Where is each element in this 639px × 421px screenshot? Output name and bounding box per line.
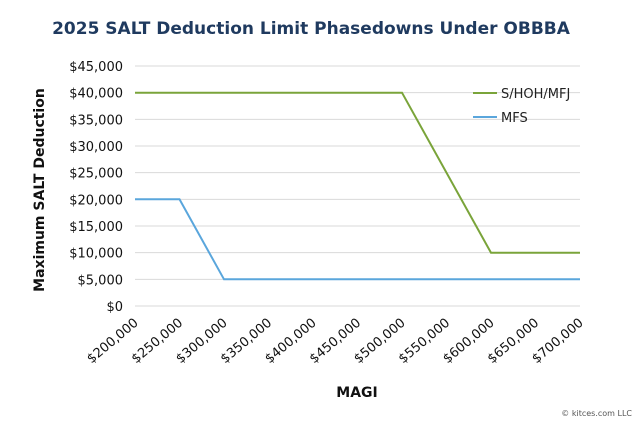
y-tick-label: $5,000 — [78, 273, 124, 288]
y-tick-label: $25,000 — [69, 167, 123, 182]
legend-label: MFS — [501, 111, 528, 126]
series-lines — [135, 91, 580, 281]
y-tick-label: $0 — [106, 300, 123, 315]
y-axis-ticks: $0 $5,000 $10,000 $15,000 $20,000 $25,000 $30,… — [69, 60, 123, 315]
y-tick-label: $45,000 — [69, 60, 123, 75]
y-axis-label: Maximum SALT Deduction — [32, 88, 48, 292]
x-axis-ticks: $200,000$250,000$300,000$350,000$400,000… — [84, 316, 586, 367]
series-line-0 — [135, 91, 580, 254]
y-tick-label: $20,000 — [69, 193, 123, 208]
y-tick-label: $35,000 — [69, 113, 123, 128]
y-tick-label: $15,000 — [69, 220, 123, 235]
legend-label: S/HOH/MFJ — [501, 87, 570, 102]
y-tick-label: $10,000 — [69, 247, 123, 262]
chart-title: 2025 SALT Deduction Limit Phasedowns Und… — [52, 19, 571, 39]
y-tick-label: $40,000 — [69, 87, 123, 102]
series-line-1 — [135, 198, 580, 281]
x-axis-label: MAGI — [336, 385, 377, 401]
legend: S/HOH/MFJ MFS — [473, 87, 570, 126]
gridlines — [135, 65, 580, 307]
y-tick-label: $30,000 — [69, 140, 123, 155]
copyright-credit: © kitces.com LLC — [561, 409, 632, 418]
